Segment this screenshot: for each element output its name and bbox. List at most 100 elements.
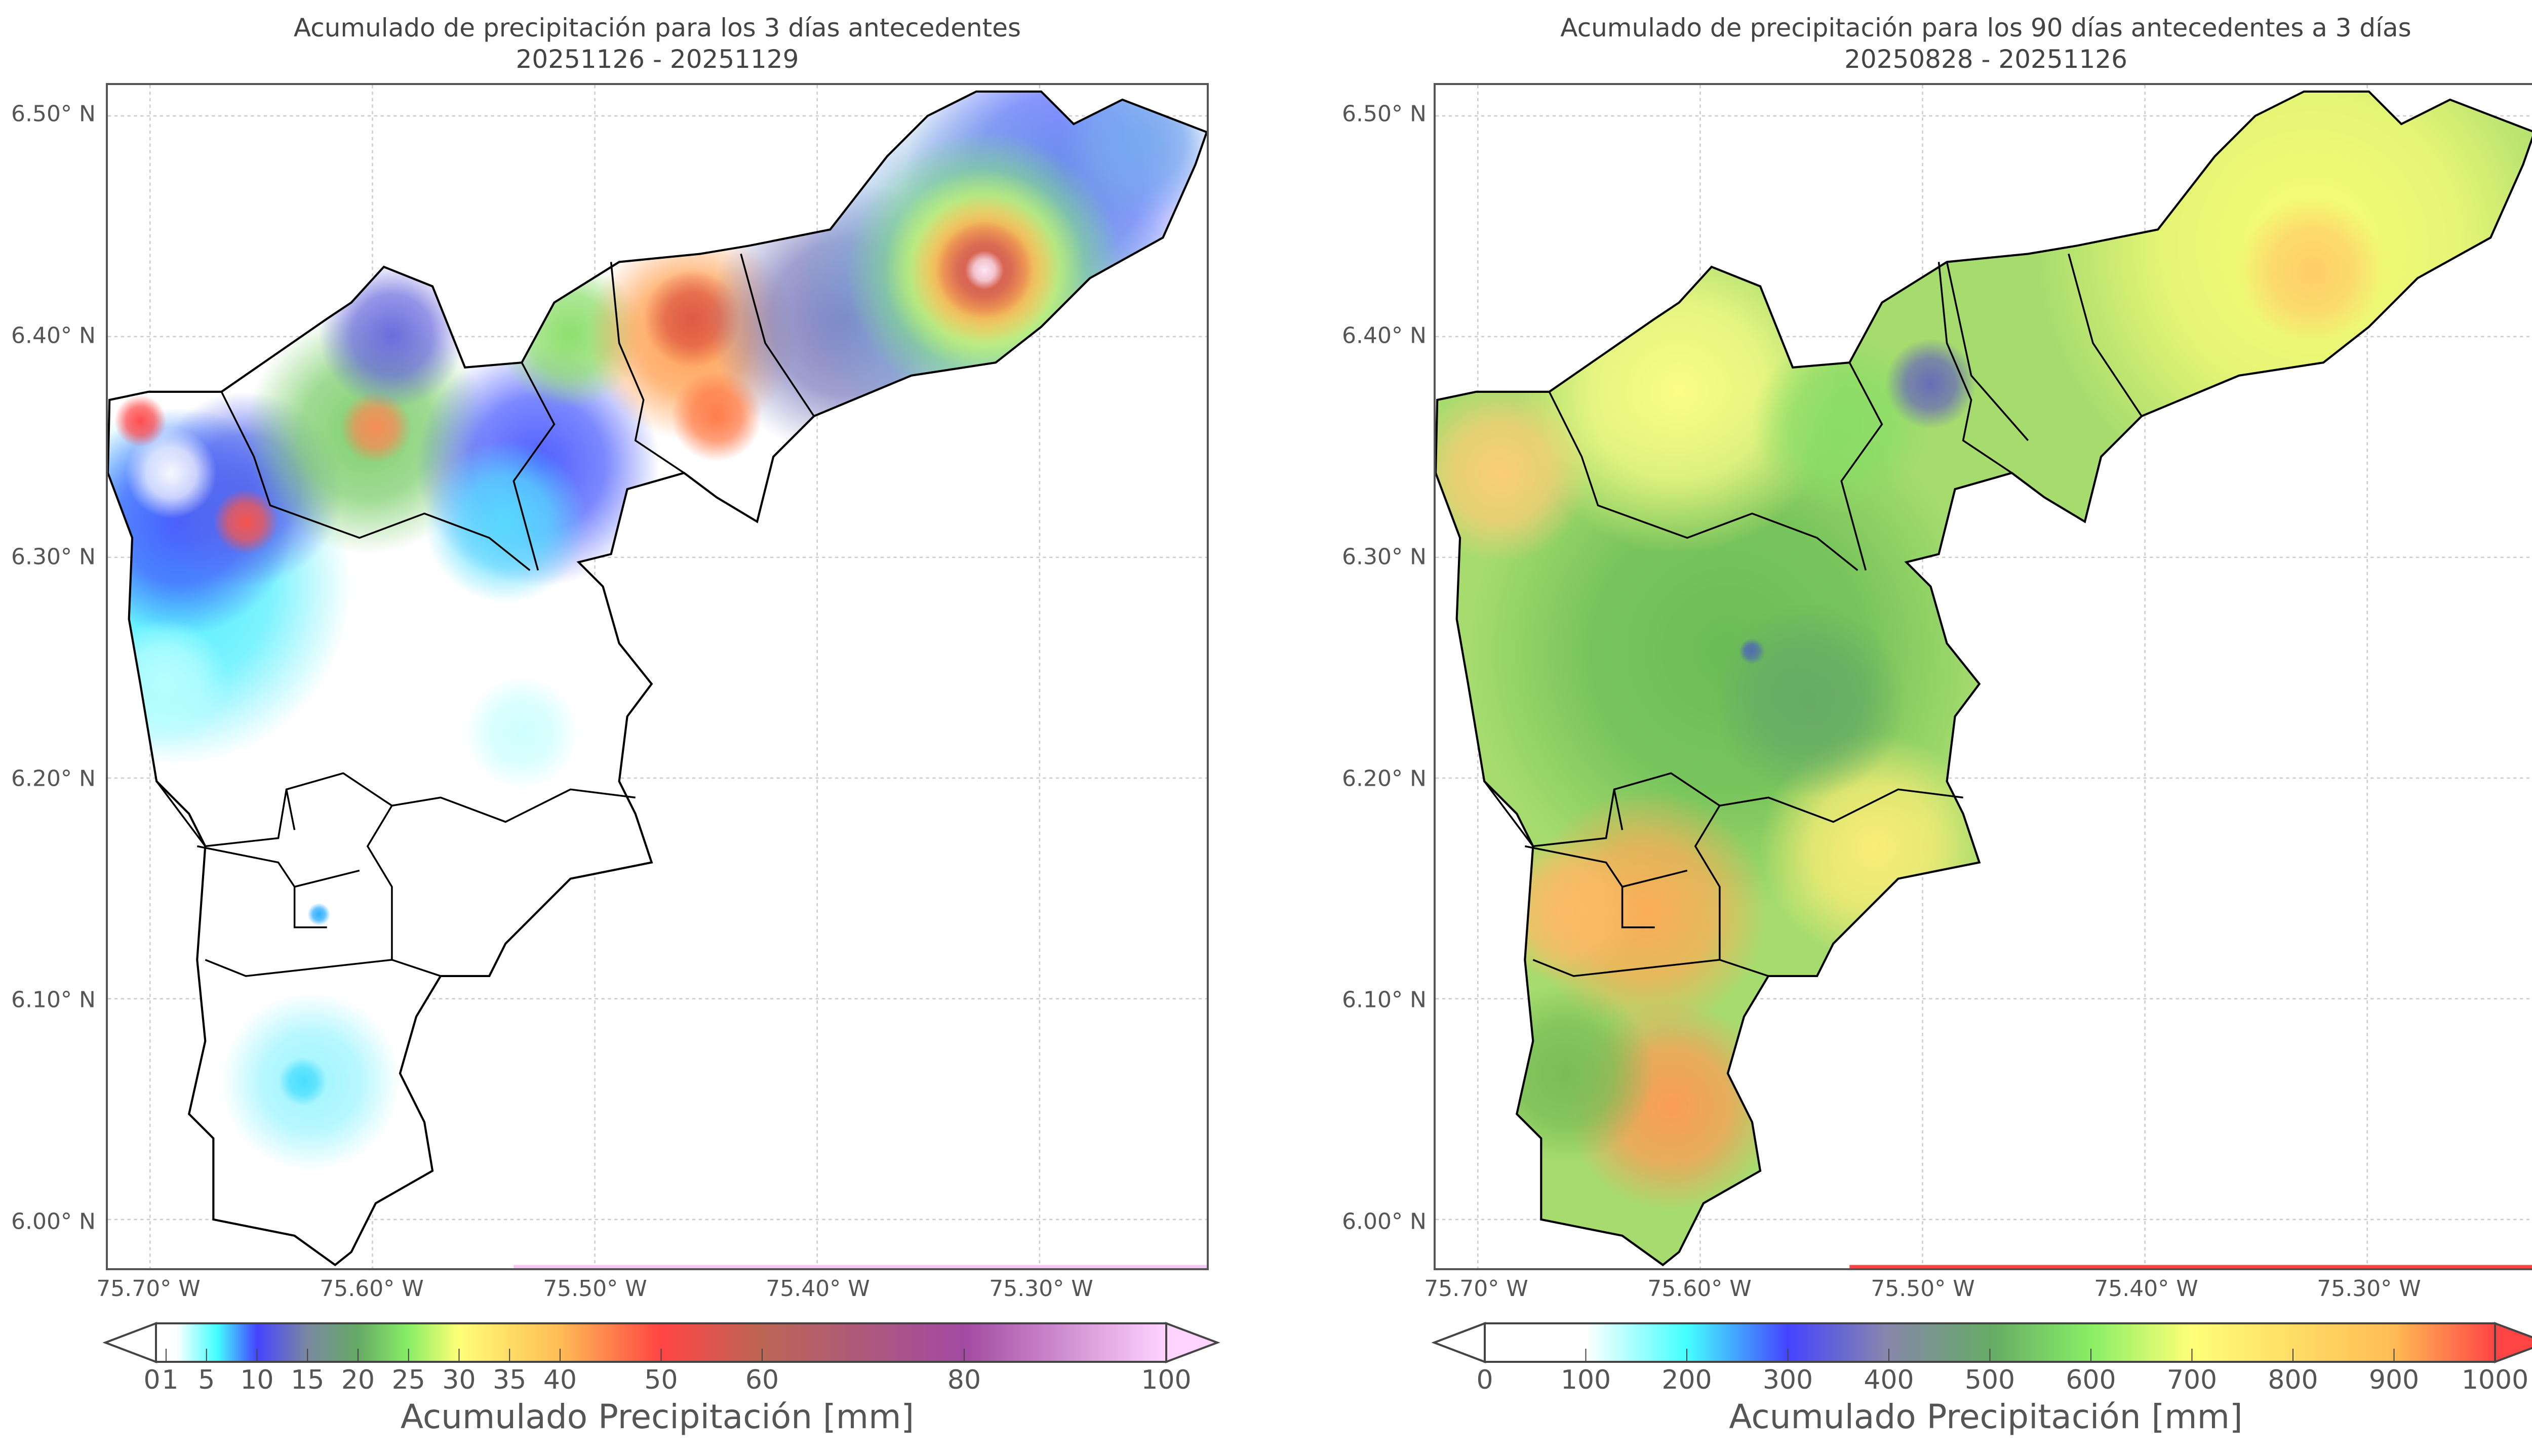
left-title: Acumulado de precipitación para los 3 dí… <box>106 12 1209 75</box>
colorbar-tick-label: 40 <box>543 1365 577 1395</box>
right-colorbar-label: Acumulado Precipitación [mm] <box>1729 1397 2243 1436</box>
region-outline <box>1436 90 2532 1267</box>
precip-blob <box>114 395 167 447</box>
precip-blob <box>2239 197 2385 343</box>
precip-field <box>108 91 1207 1265</box>
colorbar-extend-max <box>1165 1322 1220 1363</box>
left-map-axes <box>106 83 1209 1270</box>
municipality-boundary <box>2068 253 2143 417</box>
municipality-boundary <box>512 362 556 571</box>
left-colorbar <box>102 1322 1220 1363</box>
left-map <box>108 85 1207 1268</box>
precip-blob <box>1711 602 1907 798</box>
y-tick-label: 6.40° N <box>1342 322 1427 349</box>
colorbar-tick-label: 10 <box>240 1365 274 1395</box>
y-tick-label: 6.30° N <box>11 544 96 570</box>
left-title-line2: 20251126 - 20251129 <box>516 45 799 74</box>
colorbar-tick-label: 60 <box>745 1365 779 1395</box>
x-tick-label: 75.60° W <box>1647 1276 1752 1302</box>
left-colorbar-label: Acumulado Precipitación [mm] <box>400 1397 915 1436</box>
colorbar-tick-label: 25 <box>391 1365 425 1395</box>
municipality-boundary <box>1840 362 1883 571</box>
precip-blob <box>319 262 465 408</box>
precip-blob <box>1436 383 1590 562</box>
colorbar-extend-min <box>1431 1322 1486 1363</box>
municipality-boundary <box>1937 262 2012 474</box>
precip-blob <box>1476 984 1655 1163</box>
municipality-boundary <box>220 391 531 571</box>
precip-blob <box>465 675 579 790</box>
municipality-boundary <box>1483 772 1963 847</box>
municipality-boundary <box>205 959 392 977</box>
municipality-boundary <box>366 805 441 977</box>
colorbar-tick-label: 200 <box>1661 1365 1712 1395</box>
y-tick-label: 6.10° N <box>11 987 96 1013</box>
x-tick-label: 75.50° W <box>543 1276 647 1302</box>
colorbar-tick-label: 400 <box>1864 1365 1914 1395</box>
y-tick-label: 6.30° N <box>1342 544 1427 570</box>
colorbar-tick-label: 0 <box>1476 1365 1493 1395</box>
x-tick-label: 75.70° W <box>1424 1276 1528 1302</box>
colorbar-tick-label: 800 <box>2268 1365 2318 1395</box>
left-title-line1: Acumulado de precipitación para los 3 dí… <box>293 13 1021 43</box>
right-title: Acumulado de precipitación para los 90 d… <box>1434 12 2532 75</box>
right-title-line2: 20250828 - 20251126 <box>1844 45 2127 74</box>
right-title-line1: Acumulado de precipitación para los 90 d… <box>1560 13 2411 43</box>
municipality-boundary <box>294 869 360 888</box>
municipality-boundary <box>1613 789 1624 830</box>
municipality-boundary <box>155 772 636 847</box>
municipality-boundary <box>1524 845 1655 928</box>
colorbar-tick-label: 1 <box>162 1365 179 1395</box>
x-tick-label: 75.40° W <box>766 1276 870 1302</box>
precip-blob <box>340 391 412 463</box>
municipality-boundary <box>1946 262 2029 441</box>
colorbar-tick-label: 300 <box>1762 1365 1813 1395</box>
municipality-boundary <box>610 262 685 474</box>
colorbar-tick-label: 100 <box>1141 1365 1192 1395</box>
municipality-boundary <box>1622 869 1688 888</box>
colorbar-tick-label: 600 <box>2066 1365 2116 1395</box>
municipality-boundary <box>1694 805 1769 977</box>
colorbar-tick-label: 0 <box>143 1365 161 1395</box>
x-tick-label: 75.30° W <box>989 1276 1093 1302</box>
right-colorbar <box>1431 1322 2532 1363</box>
y-tick-label: 6.40° N <box>11 322 96 349</box>
x-tick-label: 75.40° W <box>2094 1276 2198 1302</box>
colorbar-tick-label: 50 <box>644 1365 678 1395</box>
y-tick-label: 6.50° N <box>11 101 96 127</box>
y-tick-label: 6.20° N <box>11 765 96 792</box>
colorbar-tick-label: 500 <box>1964 1365 2015 1395</box>
precip-blob <box>1492 838 1639 984</box>
precip-blob <box>307 903 331 926</box>
colorbar-tick-label: 30 <box>442 1365 476 1395</box>
y-tick-label: 6.00° N <box>1342 1208 1427 1235</box>
colorbar-tick-label: 35 <box>493 1365 527 1395</box>
y-tick-label: 6.10° N <box>1342 987 1427 1013</box>
colorbar-tick-label: 1000 <box>2461 1365 2529 1395</box>
colorbar-extend-min <box>102 1322 157 1363</box>
y-tick-label: 6.00° N <box>11 1208 96 1235</box>
municipality-boundary <box>285 789 296 830</box>
precip-blob <box>965 250 1004 290</box>
y-tick-label: 6.50° N <box>1342 101 1427 127</box>
municipality-boundary <box>1548 391 1858 571</box>
colorbar-tick-label: 700 <box>2166 1365 2218 1395</box>
x-tick-label: 75.50° W <box>1871 1276 1975 1302</box>
municipality-boundary <box>196 845 327 928</box>
colorbar-extend-max <box>2494 1322 2532 1363</box>
municipality-boundary <box>740 253 815 417</box>
municipality-boundary <box>1532 959 1720 977</box>
precip-blob <box>126 427 217 518</box>
y-tick-label: 6.20° N <box>1342 765 1427 792</box>
colorbar-tick-label: 900 <box>2368 1365 2420 1395</box>
colorbar-tick-label: 100 <box>1560 1365 1611 1395</box>
right-map <box>1436 85 2532 1268</box>
precip-blob <box>1885 338 1976 429</box>
colorbar-tick-label: 20 <box>341 1365 375 1395</box>
precip-blob <box>278 1057 327 1106</box>
colorbar-tick-label: 15 <box>291 1365 325 1395</box>
right-map-axes <box>1434 83 2532 1270</box>
colorbar-tick-label: 5 <box>198 1365 215 1395</box>
x-tick-label: 75.70° W <box>96 1276 201 1302</box>
region-outline <box>108 90 1207 1267</box>
